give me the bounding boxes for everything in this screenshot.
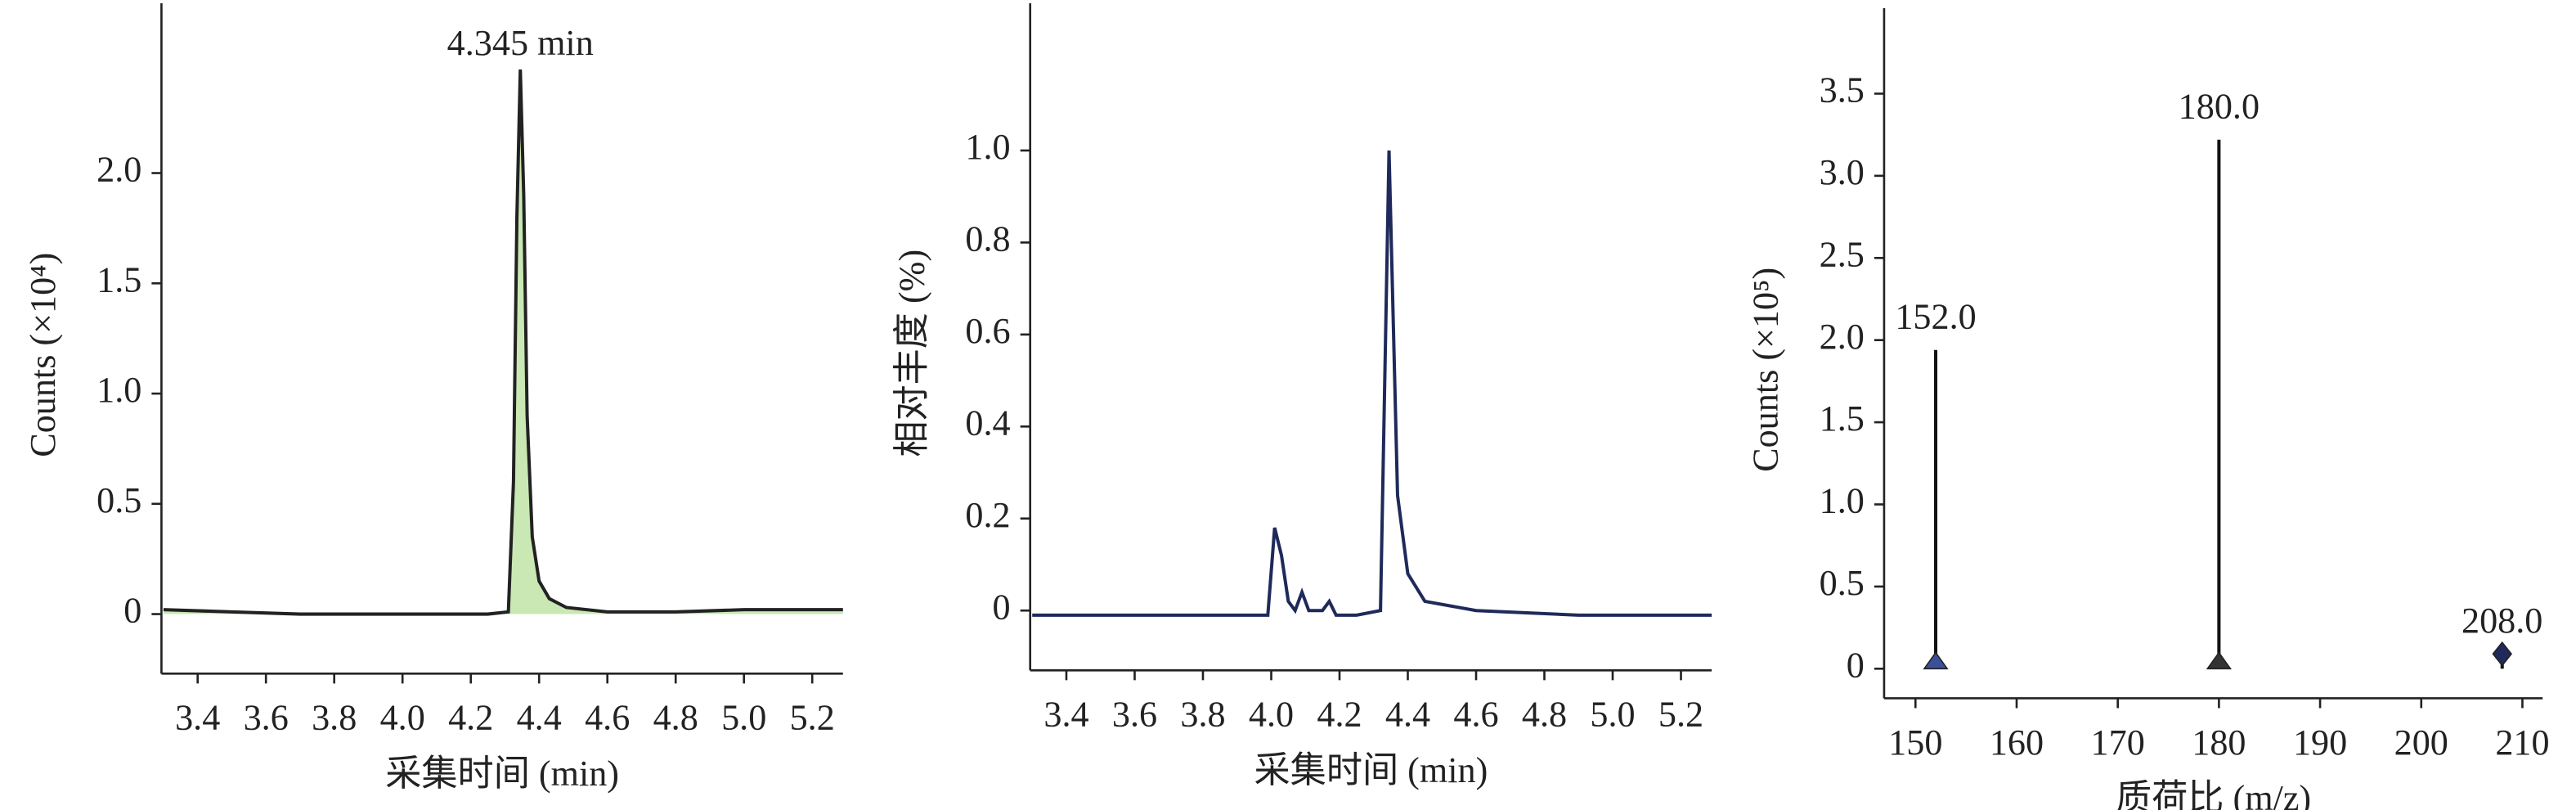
y-tick-label: 3.5 xyxy=(1820,70,1865,110)
y-tick-label: 0.5 xyxy=(96,480,141,520)
line xyxy=(163,69,843,616)
y-tick-label: 1.5 xyxy=(1820,398,1865,439)
peak-label: 152.0 xyxy=(1895,297,1976,337)
x-axis-label: 采集时间 (min) xyxy=(385,754,619,794)
y-tick-label: 2.0 xyxy=(1820,317,1865,357)
y-tick-label: 2.5 xyxy=(1820,234,1865,274)
x-tick-label: 210 xyxy=(2495,722,2549,763)
y-tick-label: 0.6 xyxy=(965,311,1010,351)
x-tick-label: 4.6 xyxy=(1453,695,1498,735)
y-axis-label: 相对丰度 (%) xyxy=(891,250,931,457)
x-tick-label: 3.8 xyxy=(312,698,357,738)
x-tick-label: 3.6 xyxy=(1112,695,1157,735)
y-tick-label: 1.0 xyxy=(965,127,1010,167)
x-tick-label: 3.4 xyxy=(175,698,220,738)
x-tick-label: 4.4 xyxy=(1385,695,1430,735)
y-tick-label: 0.8 xyxy=(965,219,1010,259)
x-axis-label: 质荷比 (m/z) xyxy=(2116,778,2311,810)
x-tick-label: 3.8 xyxy=(1180,695,1225,735)
peak-label: 180.0 xyxy=(2179,87,2260,127)
x-tick-label: 3.4 xyxy=(1043,695,1088,735)
annotation: 4.345 min xyxy=(447,23,594,63)
y-tick-label: 1.0 xyxy=(96,370,141,410)
y-axis-label: Counts (×10⁴) xyxy=(23,253,63,457)
y-axis-label: Counts (×10⁵) xyxy=(1746,268,1786,472)
peak-marker xyxy=(2206,651,2232,670)
x-axis-label: 采集时间 (min) xyxy=(1254,750,1488,790)
x-tick-label: 4.4 xyxy=(517,698,562,738)
x-tick-label: 4.2 xyxy=(1317,695,1362,735)
x-tick-label: 180 xyxy=(2192,722,2246,763)
y-tick-label: 2.0 xyxy=(96,150,141,190)
y-tick-label: 3.0 xyxy=(1820,152,1865,192)
x-tick-label: 160 xyxy=(1990,722,2044,763)
y-tick-label: 0 xyxy=(993,587,1011,627)
line xyxy=(1032,150,1712,617)
x-tick-label: 4.0 xyxy=(380,698,425,738)
x-tick-label: 5.0 xyxy=(1590,695,1635,735)
x-tick-label: 4.8 xyxy=(1522,695,1567,735)
y-tick-label: 0 xyxy=(123,591,141,631)
x-tick-label: 150 xyxy=(1888,722,1942,763)
peak-marker xyxy=(2492,641,2512,667)
y-tick-label: 0 xyxy=(1847,645,1865,685)
y-tick-label: 1.0 xyxy=(1820,481,1865,521)
x-tick-label: 5.0 xyxy=(721,698,766,738)
y-tick-label: 1.5 xyxy=(96,259,141,299)
x-tick-label: 4.8 xyxy=(653,698,698,738)
x-tick-label: 170 xyxy=(2091,722,2145,763)
y-tick-label: 0.4 xyxy=(965,403,1010,443)
y-tick-label: 0.2 xyxy=(965,495,1010,535)
peak-label: 208.0 xyxy=(2462,601,2542,641)
x-tick-label: 5.2 xyxy=(790,698,835,738)
x-tick-label: 4.2 xyxy=(448,698,493,738)
x-tick-label: 5.2 xyxy=(1658,695,1703,735)
x-tick-label: 200 xyxy=(2394,722,2448,763)
x-tick-label: 3.6 xyxy=(244,698,289,738)
x-tick-label: 4.0 xyxy=(1249,695,1294,735)
peak-area xyxy=(163,69,843,614)
x-tick-label: 4.6 xyxy=(585,698,630,738)
x-tick-label: 190 xyxy=(2293,722,2347,763)
peak-marker xyxy=(1923,651,1949,670)
y-tick-label: 0.5 xyxy=(1820,563,1865,603)
